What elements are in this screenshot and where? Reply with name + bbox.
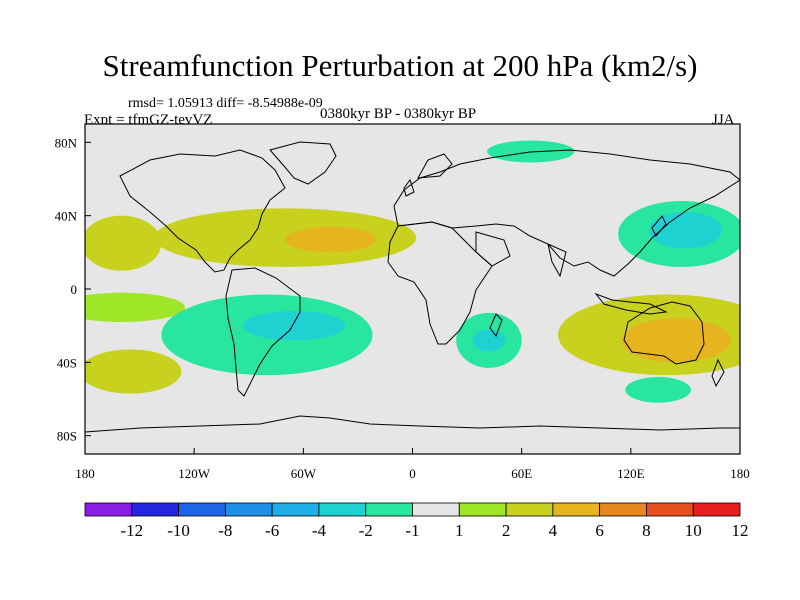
colorbar-swatch — [412, 502, 460, 517]
colorbar-label: 6 — [595, 521, 604, 540]
colorbar-swatch — [318, 502, 367, 517]
colorbar-label: 2 — [502, 521, 511, 540]
colorbar-swatch — [84, 502, 133, 517]
region-pacific-north-positive — [85, 215, 162, 271]
x-tick-label: 120E — [617, 466, 645, 481]
colorbar-label: -10 — [167, 521, 190, 540]
colorbar-label: -2 — [359, 521, 373, 540]
region-eastern-pacific-positive — [85, 292, 186, 322]
colorbar-swatch — [646, 502, 694, 517]
x-tick-label: 180 — [730, 466, 750, 481]
colorbar-swatch — [271, 502, 320, 517]
colorbar-swatch — [365, 502, 413, 517]
colorbar-swatch — [505, 502, 554, 517]
colorbar-label: -8 — [218, 521, 232, 540]
stats-line: rmsd= 1.05913 diff= -8.54988e-09 — [128, 96, 323, 111]
colorbar-swatch — [224, 502, 273, 517]
region-south-pacific-positive — [85, 349, 182, 394]
region-atlantic-north-core — [285, 226, 377, 253]
region-pacific-northwest-core — [649, 212, 722, 249]
colorbar-label: 1 — [455, 521, 464, 540]
colorbar-swatch — [599, 502, 647, 517]
region-southern-ocean-negative — [625, 377, 691, 403]
x-tick-label: 60W — [291, 466, 317, 481]
region-south-atlantic-core — [472, 329, 506, 352]
coastlines — [85, 141, 740, 433]
chart-title: Streamfunction Perturbation at 200 hPa (… — [102, 48, 698, 83]
colorbar-label: -4 — [312, 521, 327, 540]
region-south-america-core — [243, 311, 346, 341]
y-tick-label: 40N — [55, 209, 78, 224]
colorbar-label: -1 — [405, 521, 419, 540]
x-tick-label: 0 — [409, 466, 416, 481]
x-tick-label: 120W — [178, 466, 211, 481]
x-tick-label: 60E — [511, 466, 532, 481]
colorbar-label: -6 — [265, 521, 279, 540]
y-tick-label: 80N — [55, 135, 78, 150]
colorbar-label: -12 — [120, 521, 143, 540]
colorbar-label: 10 — [685, 521, 702, 540]
colorbar-swatch — [178, 502, 226, 517]
colorbar-swatch — [692, 502, 741, 517]
y-tick-label: 40S — [57, 355, 77, 370]
colorbar-label: 12 — [732, 521, 749, 540]
region-atlantic-north-positive — [154, 208, 417, 267]
y-tick-label: 80S — [57, 429, 77, 444]
colorbar-label: 4 — [549, 521, 558, 540]
colorbar-swatch — [458, 502, 507, 517]
colorbar-swatch — [131, 502, 179, 517]
x-tick-label: 180 — [75, 466, 95, 481]
period-label: 0380kyr BP - 0380kyr BP — [320, 106, 477, 122]
colorbar-swatch — [552, 502, 601, 517]
region-australia-core — [621, 318, 731, 363]
map-background — [85, 124, 740, 454]
y-tick-label: 0 — [71, 282, 78, 297]
colorbar-label: 8 — [642, 521, 651, 540]
